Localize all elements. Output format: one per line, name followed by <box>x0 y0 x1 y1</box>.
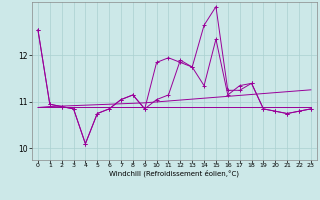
X-axis label: Windchill (Refroidissement éolien,°C): Windchill (Refroidissement éolien,°C) <box>109 170 239 177</box>
